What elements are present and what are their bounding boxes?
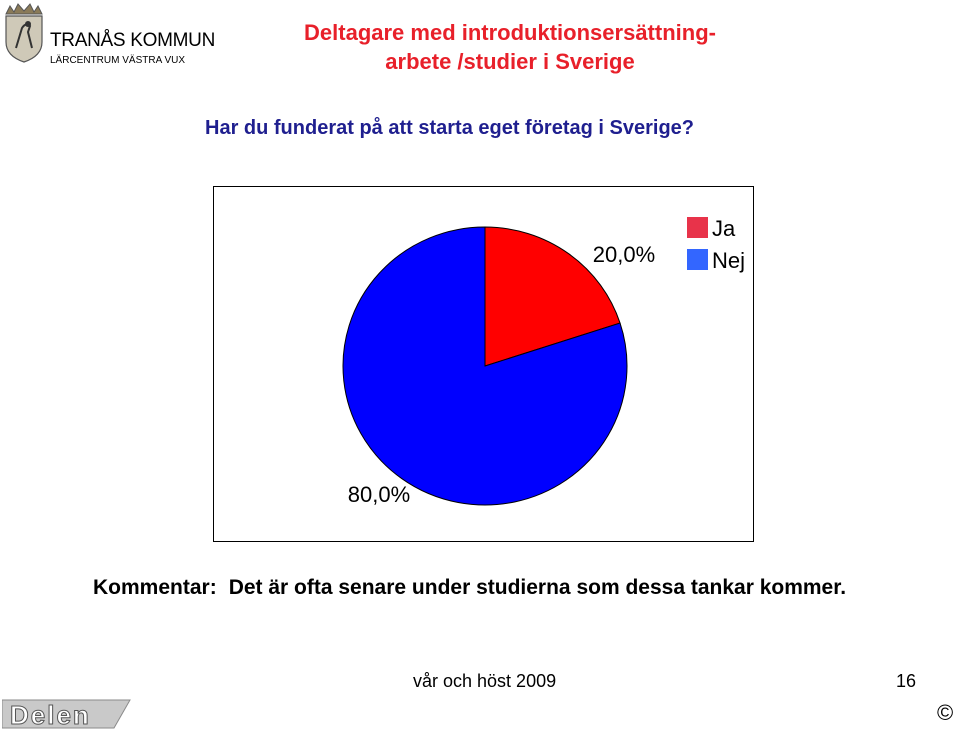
copyright-symbol: © [937,700,954,725]
page-number: 16 [896,671,917,691]
survey-question: Har du funderat på att starta eget föret… [205,117,694,139]
page-title: Deltagare med introduktionsersättning- a… [240,18,780,76]
legend-label-nej: Nej [712,248,745,273]
comment-text: Det är ofta senare under studierna som d… [228,576,847,599]
kommun-subtitle: LÄRCENTRUM VÄSTRA VUX [50,55,186,66]
comment: Kommentar: Det är ofta senare under studi… [93,573,893,602]
legend-swatch-ja [687,217,708,238]
pie-slice-ja [484,226,621,367]
delen-logo-text: Delen [10,700,91,730]
pie-chart-svg: 20,0% 80,0% Ja Nej [342,216,745,507]
crest-icon [5,3,43,63]
legend-swatch-nej [687,249,708,270]
title-line-2: arbete /studier i Sverige [385,49,635,74]
comment-label: Kommentar: [93,576,217,599]
data-label-ja: 20,0% [593,242,655,267]
pie-slice-nej [342,226,628,506]
footer-semester: vår och höst 2009 [413,671,557,691]
legend-label-ja: Ja [712,216,736,241]
kommun-name: TRANÅS KOMMUN [50,30,215,51]
delen-logo: Delen [2,699,131,730]
pie-chart: 20,0% 80,0% Ja Nej [213,186,754,542]
tranas-kommun-logo: TRANÅS KOMMUN LÄRCENTRUM VÄSTRA VUX [0,0,215,70]
title-line-1: Deltagare med introduktionsersättning- [304,20,716,45]
data-label-nej: 80,0% [348,482,410,507]
